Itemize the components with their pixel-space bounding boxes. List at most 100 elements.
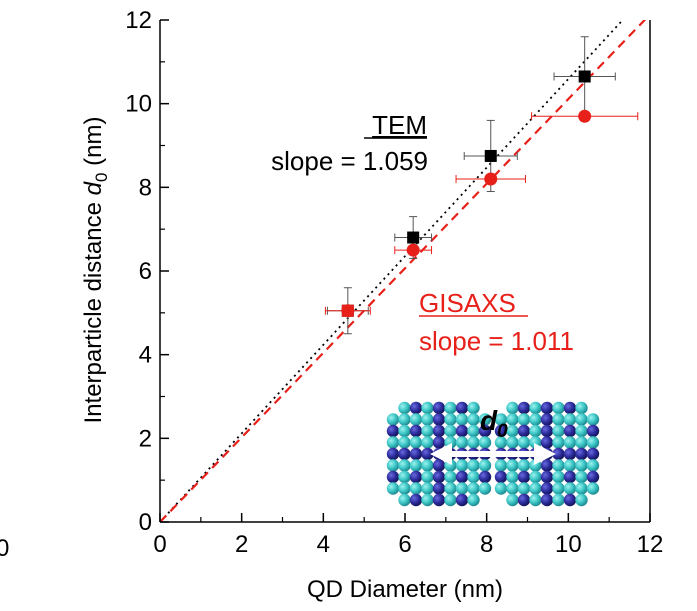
atom-sphere	[386, 459, 400, 472]
ligand-sphere	[432, 401, 446, 415]
atom-sphere	[398, 470, 411, 484]
atom-sphere	[552, 470, 565, 484]
x-tick-label: 2	[235, 531, 248, 558]
y-tick-label: 12	[125, 7, 152, 34]
x-tick-label: 6	[398, 531, 411, 558]
x-tick-label: 10	[555, 531, 582, 558]
atom-sphere	[421, 493, 434, 507]
atom-sphere	[398, 482, 411, 495]
atom-sphere	[552, 436, 565, 449]
atom-sphere	[444, 482, 457, 495]
atom-sphere	[421, 470, 434, 484]
ligand-sphere	[540, 459, 554, 472]
atom-sphere	[467, 493, 480, 507]
atom-sphere	[563, 413, 577, 426]
x-tick-label: 8	[480, 531, 493, 558]
atom-sphere	[409, 413, 423, 426]
gisaxs-slope-text: slope = 1.011	[419, 326, 574, 356]
atom-sphere	[517, 482, 531, 495]
atom-sphere	[421, 436, 434, 449]
y-tick-label: 4	[139, 342, 152, 369]
point-tem-3	[578, 70, 591, 83]
ligand-sphere	[455, 424, 469, 438]
y-tick-label: 8	[139, 174, 152, 201]
point-gisaxs-2	[484, 172, 498, 186]
ligand-sphere	[455, 470, 469, 484]
y-tick-label: 2	[139, 425, 152, 452]
ligand-sphere	[586, 447, 600, 461]
ligand-sphere	[432, 413, 446, 426]
atom-sphere	[575, 413, 588, 426]
ligand-sphere	[432, 470, 446, 484]
ligand-sphere	[432, 493, 446, 507]
atom-sphere	[529, 470, 542, 484]
atom-sphere	[421, 401, 434, 415]
ligand-sphere	[563, 493, 577, 507]
atom-sphere	[455, 482, 469, 495]
arrow-head-left	[430, 443, 452, 465]
x-tick-label: 4	[317, 531, 330, 558]
ligand-sphere	[563, 401, 577, 415]
atom-sphere	[398, 424, 411, 438]
atom-sphere	[478, 482, 492, 495]
atom-sphere	[506, 436, 519, 449]
atom-sphere	[552, 459, 565, 472]
atom-sphere	[586, 459, 600, 472]
atom-sphere	[575, 482, 588, 495]
atom-sphere	[586, 436, 600, 449]
atom-sphere	[575, 493, 588, 507]
atom-sphere	[506, 482, 519, 495]
atom-sphere	[467, 436, 480, 449]
atom-sphere	[494, 413, 508, 426]
ligand-sphere	[517, 493, 531, 507]
y-axis-title: Interparticle distance d0 (nm)	[80, 117, 111, 424]
atom-sphere	[398, 436, 411, 449]
atom-sphere	[529, 482, 542, 495]
atom-sphere	[478, 436, 492, 449]
ligand-sphere	[421, 447, 434, 461]
stray-tick-label: 0	[0, 535, 9, 562]
x-tick-label: 0	[153, 531, 166, 558]
atom-sphere	[563, 436, 577, 449]
atom-sphere	[386, 436, 400, 449]
atom-sphere	[529, 424, 542, 438]
atom-sphere	[586, 413, 600, 426]
ligand-sphere	[432, 482, 446, 495]
inset-d0-label: d0	[480, 405, 508, 442]
y-axis-title-prefix: Interparticle distance	[80, 202, 107, 423]
point-tem-2	[484, 149, 497, 162]
point-tem-1	[407, 231, 420, 244]
fit-line-tem	[160, 20, 624, 522]
y-tick-label: 6	[139, 258, 152, 285]
ligand-sphere	[398, 447, 411, 461]
atom-sphere	[506, 401, 519, 415]
atom-sphere	[529, 401, 542, 415]
arrow-head-right	[534, 443, 556, 465]
ligand-sphere	[540, 482, 554, 495]
atom-sphere	[467, 470, 480, 484]
atom-sphere	[398, 493, 411, 507]
atom-sphere	[552, 493, 565, 507]
ligand-sphere	[563, 447, 577, 461]
atom-sphere	[575, 424, 588, 438]
ligand-sphere	[540, 424, 554, 438]
atom-sphere	[386, 413, 400, 426]
ligand-sphere	[517, 470, 531, 484]
atom-sphere	[575, 401, 588, 415]
ligand-sphere	[478, 470, 492, 484]
atom-sphere	[444, 413, 457, 426]
atom-sphere	[552, 482, 565, 495]
atom-sphere	[517, 436, 531, 449]
x-tick-label: 12	[637, 531, 664, 558]
atom-sphere	[455, 413, 469, 426]
atom-sphere	[517, 413, 531, 426]
ligand-sphere	[455, 493, 469, 507]
atom-sphere	[444, 493, 457, 507]
point-gisaxs-3	[578, 109, 592, 123]
atom-sphere	[455, 436, 469, 449]
atom-sphere	[467, 459, 480, 472]
atom-sphere	[398, 459, 411, 472]
gisaxs-label: GISAXS	[419, 288, 516, 318]
tem-label: TEM	[372, 110, 427, 140]
ligand-sphere	[455, 401, 469, 415]
